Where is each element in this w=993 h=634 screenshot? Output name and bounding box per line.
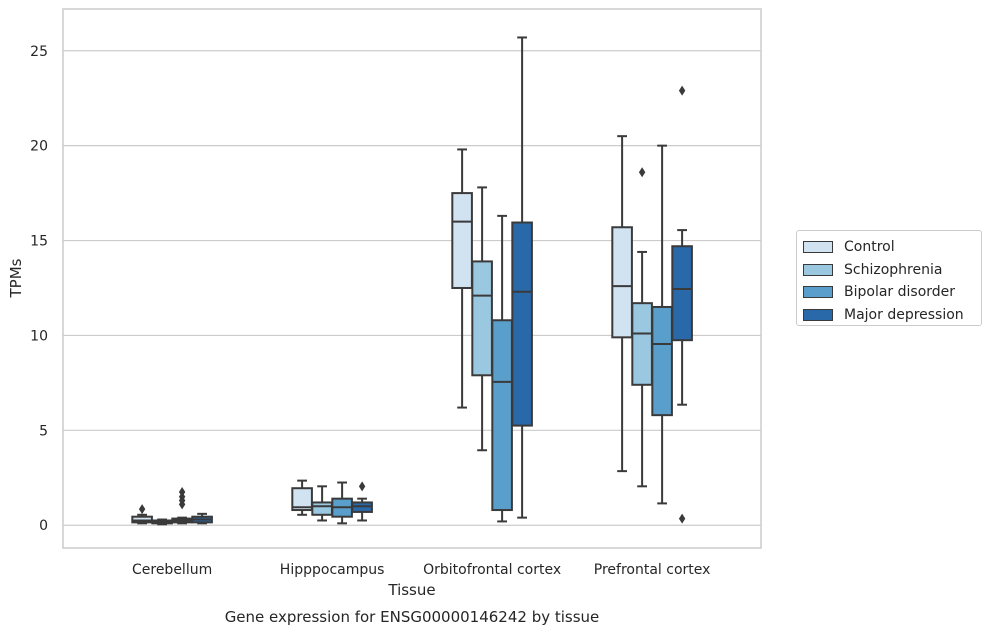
y-tick-label: 5	[39, 423, 48, 439]
axes: 0 5 10 15 20 25 Cerebellum Hipppocampus Orbitofr…	[30, 8, 762, 578]
y-axis-label: TPMs	[7, 258, 25, 298]
outlier-point	[358, 481, 366, 492]
box	[311, 501, 333, 516]
box	[631, 302, 653, 386]
legend-swatch-schizophrenia	[803, 263, 833, 276]
series-schizophrenia	[151, 167, 653, 526]
series-control	[131, 135, 633, 525]
chart-caption: Gene expression for ENSG00000146242 by t…	[225, 608, 600, 626]
box	[511, 221, 533, 427]
y-tick-label: 0	[39, 518, 48, 534]
x-tick-label: Prefrontal cortex	[594, 562, 711, 578]
legend-item-schizophrenia: Schizophrenia	[803, 259, 975, 282]
box	[491, 319, 513, 512]
y-tick-label: 20	[30, 139, 48, 155]
legend: Control Schizophrenia Bipolar disorder M…	[796, 230, 982, 326]
y-tick-label: 15	[30, 234, 48, 250]
series-bipolar-disorder	[171, 144, 673, 525]
box	[611, 226, 633, 339]
outlier-point	[178, 487, 186, 498]
outlier-point	[138, 504, 146, 515]
series-major-depression	[191, 36, 693, 525]
legend-label-schizophrenia: Schizophrenia	[844, 261, 943, 278]
box	[671, 245, 693, 342]
legend-swatch-major-depression	[803, 308, 833, 321]
plot-frame	[62, 8, 762, 549]
x-tick-label: Hipppocampus	[280, 562, 385, 578]
box	[651, 305, 673, 417]
legend-item-major-depression: Major depression	[803, 304, 975, 327]
legend-label-bipolar-disorder: Bipolar disorder	[844, 284, 956, 301]
y-tick-label: 10	[30, 328, 48, 344]
legend-item-control: Control	[803, 236, 975, 259]
x-tick-label: Cerebellum	[132, 562, 212, 578]
x-tick-label: Orbitofrontal cortex	[423, 562, 561, 578]
y-gridlines	[63, 50, 761, 526]
y-tick-label: 25	[30, 44, 48, 60]
box	[471, 260, 493, 377]
box-series	[131, 36, 693, 526]
legend-label-major-depression: Major depression	[844, 306, 964, 323]
legend-swatch-control	[803, 241, 833, 254]
outlier-point	[678, 513, 686, 524]
legend-swatch-bipolar-disorder	[803, 286, 833, 299]
outlier-point	[638, 167, 646, 178]
legend-label-control: Control	[844, 239, 895, 256]
box	[291, 487, 313, 512]
box	[451, 192, 473, 289]
outlier-point	[678, 85, 686, 96]
x-axis-label: Tissue	[387, 581, 435, 599]
legend-item-bipolar-disorder: Bipolar disorder	[803, 281, 975, 304]
